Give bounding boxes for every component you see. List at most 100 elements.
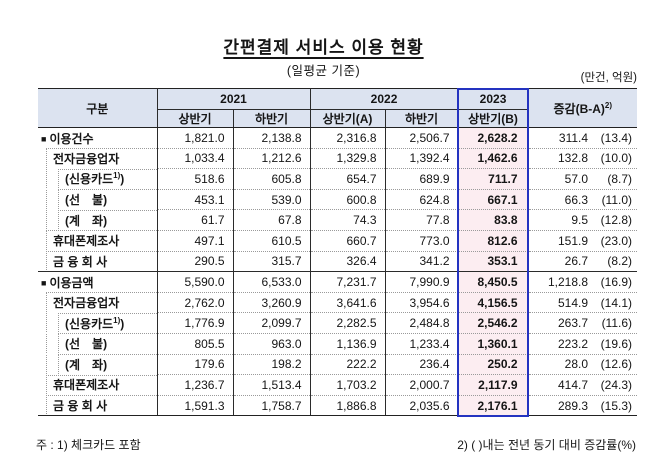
value-cell: 341.2 (385, 250, 459, 272)
value-cell-2023-h1: 2,546.2 (458, 312, 529, 334)
value-cell: 539.0 (233, 188, 311, 210)
change-value: 26.7 (564, 254, 589, 269)
value-cell: 315.7 (233, 250, 311, 272)
value-cell: 1,886.8 (310, 394, 386, 417)
row-label-cell: (선 불) (38, 189, 158, 210)
value-cell: 963.0 (233, 332, 311, 355)
row-label: (계 좌) (65, 357, 108, 372)
value-cell: 326.4 (310, 250, 386, 272)
value-cell: 2,506.7 (385, 127, 459, 149)
value-cell: 7,231.7 (310, 271, 386, 293)
value-cell: 773.0 (385, 229, 459, 252)
table-row: (신용카드1)) 1,776.9 2,099.7 2,282.5 2,484.8 2,54… (38, 312, 638, 334)
value-cell: 7,990.9 (385, 271, 459, 293)
change-percent: (14.1) (600, 295, 633, 310)
value-cell-2023-h1: 812.6 (458, 229, 529, 252)
change-value: 57.0 (564, 171, 589, 186)
table-row: 전자금융업자 1,033.4 1,212.6 1,329.8 1,392.4 1,462.… (38, 147, 638, 169)
row-label-cell: (선 불) (38, 333, 158, 355)
value-cell: 805.5 (157, 332, 234, 355)
table-wrap: 구분 2021 2022 2023 증감(B-A)2) 상반기 하반기 상반기(… (38, 88, 638, 417)
column-header-category: 구분 (38, 88, 158, 128)
footnotes: 주 : 1) 체크카드 포함 2) ( )내는 전년 동기 대비 증감률(%) (36, 436, 636, 453)
change-value: 263.7 (558, 316, 589, 331)
row-label-cell: (계 좌) (38, 209, 158, 231)
change-cell: 66.3 (11.0) (528, 188, 638, 210)
column-header-2022-h1: 상반기(A) (310, 109, 386, 128)
value-cell: 198.2 (233, 353, 311, 375)
change-cell: 289.3 (15.3) (528, 394, 638, 417)
column-header-2021: 2021 (157, 88, 311, 110)
row-label: (계 좌) (65, 213, 108, 228)
row-label-cell: 전자금융업자 (38, 148, 158, 169)
value-cell: 2,762.0 (157, 291, 234, 313)
value-cell-2023-h1: 250.2 (458, 353, 529, 375)
change-value: 414.7 (558, 377, 589, 392)
value-cell: 3,641.6 (310, 291, 386, 313)
row-bullet: ■ (41, 277, 47, 288)
change-value: 1,218.8 (547, 274, 589, 289)
column-header-change: 증감(B-A)2) (528, 88, 638, 128)
column-header-2021-h2: 하반기 (233, 109, 311, 128)
value-cell-2023-h1: 711.7 (458, 168, 529, 190)
row-label: 휴대폰제조사 (53, 234, 120, 249)
change-percent: (19.6) (600, 336, 633, 351)
table-header: 구분 2021 2022 2023 증감(B-A)2) 상반기 하반기 상반기(… (38, 88, 638, 128)
value-cell: 605.8 (233, 168, 311, 190)
value-cell: 453.1 (157, 188, 234, 210)
change-cell: 263.7 (11.6) (528, 312, 638, 334)
column-header-2023-h1: 상반기(B) (458, 109, 529, 128)
value-cell: 610.5 (233, 229, 311, 252)
value-cell: 1,776.9 (157, 312, 234, 334)
row-label: 금 융 회 사 (53, 254, 108, 269)
row-label: (선 불) (65, 337, 108, 352)
value-cell-2023-h1: 353.1 (458, 250, 529, 272)
value-cell: 689.9 (385, 168, 459, 190)
change-value: 223.2 (558, 336, 589, 351)
table-row: 금 융 회 사 1,591.3 1,758.7 1,886.8 2,035.6 2,176… (38, 394, 638, 417)
change-label: 증감(B-A) (553, 101, 605, 116)
value-cell: 1,329.8 (310, 147, 386, 169)
value-cell: 5,590.0 (157, 271, 234, 293)
row-label: 금 융 회 사 (53, 398, 108, 413)
value-cell: 1,233.4 (385, 332, 459, 355)
change-value: 289.3 (558, 398, 589, 413)
change-value: 132.8 (558, 151, 589, 166)
change-percent: (13.4) (600, 130, 633, 145)
value-cell: 2,282.5 (310, 312, 386, 334)
change-percent: (8.2) (607, 254, 633, 269)
value-cell-2023-h1: 8,450.5 (458, 271, 529, 293)
value-cell: 2,099.7 (233, 312, 311, 334)
value-cell: 2,138.8 (233, 127, 311, 149)
value-cell: 77.8 (385, 209, 459, 231)
value-cell: 61.7 (157, 209, 234, 231)
value-cell: 290.5 (157, 250, 234, 272)
value-cell: 67.8 (233, 209, 311, 231)
table-row: 전자금융업자 2,762.0 3,260.9 3,641.6 3,954.6 4,156.… (38, 291, 638, 313)
row-label: 전자금융업자 (53, 296, 120, 311)
value-cell-2023-h1: 4,156.5 (458, 291, 529, 313)
value-cell: 1,591.3 (157, 394, 234, 417)
row-label: 이용건수 (49, 131, 94, 146)
value-cell: 600.8 (310, 188, 386, 210)
value-cell: 3,260.9 (233, 291, 311, 313)
change-value: 311.4 (558, 130, 589, 145)
value-cell: 660.7 (310, 229, 386, 252)
row-label-cell: 금 융 회 사 (38, 251, 158, 272)
unit-label: (만건, 억원) (580, 72, 637, 84)
value-cell: 2,000.7 (385, 374, 459, 396)
table-row: ■ 이용금액 5,590.0 6,533.0 7,231.7 7,990.9 8,450.5… (38, 271, 638, 293)
change-percent: (12.6) (600, 357, 633, 372)
row-footnote-ref: 1) (113, 315, 121, 325)
change-percent: (16.9) (600, 274, 633, 289)
row-label: 휴대폰제조사 (53, 378, 120, 393)
value-cell: 1,758.7 (233, 394, 311, 417)
change-cell: 26.7 (8.2) (528, 250, 638, 272)
change-percent: (24.3) (600, 377, 633, 392)
value-cell: 222.2 (310, 353, 386, 375)
value-cell-2023-h1: 1,360.1 (458, 332, 529, 355)
table-row: (계 좌) 179.6 198.2 222.2 236.4 250.2 28.0 (12.6) (38, 353, 638, 375)
footnote-1: 주 : 1) 체크카드 포함 (36, 438, 141, 452)
change-cell: 414.7 (24.3) (528, 374, 638, 396)
